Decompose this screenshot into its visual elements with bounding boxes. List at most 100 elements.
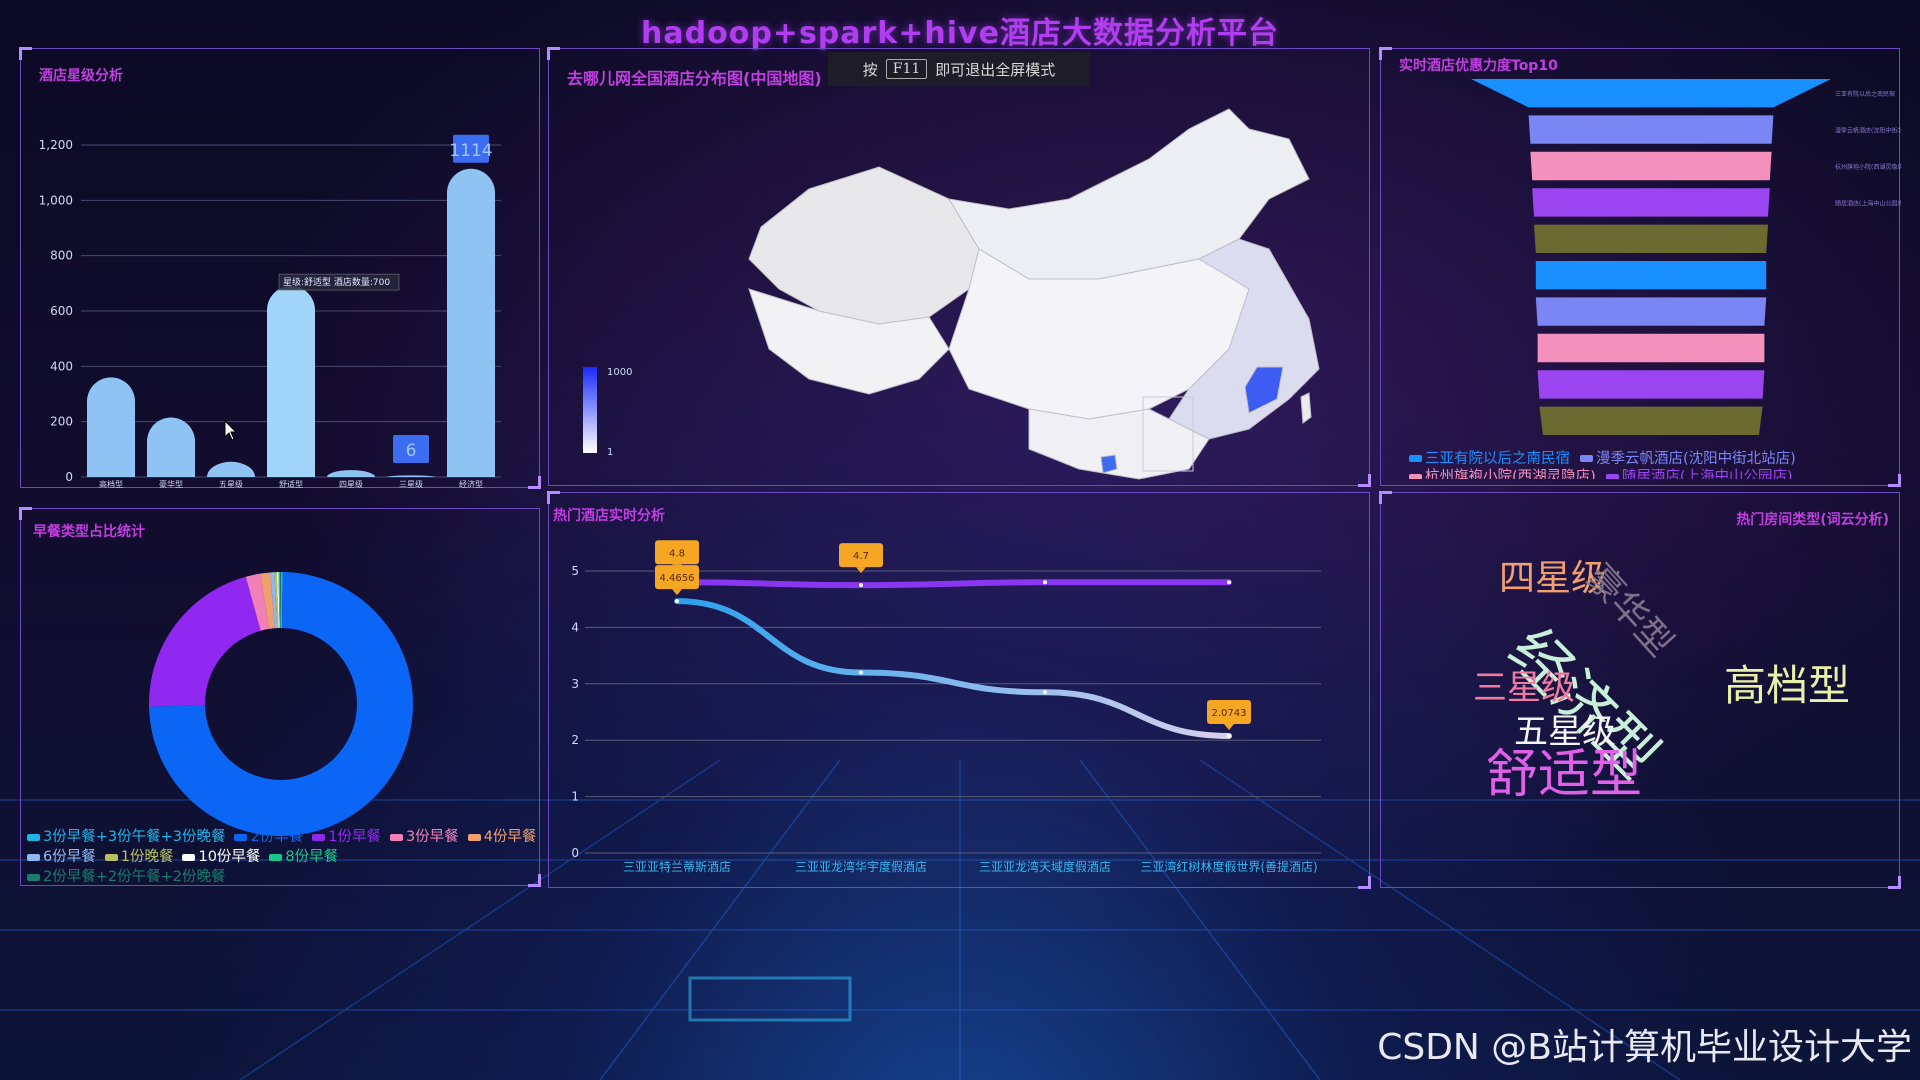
legend-swatch (1580, 455, 1593, 462)
line-series-0[interactable] (674, 579, 1232, 589)
funnel-stage-7[interactable] (1535, 297, 1767, 326)
star-rating-panel: 酒店星级分析 0 200 400 600 800 1,000 1,200 高档型 豪华型 五星级 舒… (19, 47, 541, 489)
discount-panel: 实时酒店优惠力度Top10 三亚有院以后之南民宿漫季云帆酒店(沈阳中街北站店)杭… (1379, 47, 1901, 487)
funnel-stage-6[interactable] (1535, 261, 1767, 290)
map-east-coast-region[interactable] (1168, 238, 1320, 440)
breakfast-legend-item[interactable]: 3份早餐+3份午餐+3份晚餐 (27, 827, 225, 847)
donut-slice-3份早餐+3份午餐+3份晚餐[interactable] (281, 572, 283, 629)
star-bar-chart[interactable]: 0 200 400 600 800 1,000 1,200 高档型 豪华型 五星级 舒适型 四星级 三星… (21, 49, 541, 489)
legend-label: 随居酒店(上海中山公园店) (1621, 469, 1793, 479)
wordcloud-word[interactable]: 三星级 (1473, 668, 1575, 708)
bar-舒适型[interactable] (267, 286, 315, 477)
line-value-label: 4.7 (853, 551, 869, 562)
legend-label: 1份早餐 (328, 829, 381, 845)
donut-slice-2份早餐[interactable] (149, 572, 414, 836)
funnel-stage-8[interactable] (1537, 333, 1765, 363)
map-hainan-region[interactable] (1100, 454, 1118, 474)
map-fujian-region[interactable] (1244, 366, 1284, 414)
bar-value-badge (393, 435, 429, 463)
breakfast-legend-item[interactable]: 1份早餐 (312, 827, 381, 847)
breakfast-donut-chart[interactable] (21, 509, 541, 887)
bar-高档型[interactable] (87, 377, 135, 477)
bar-y-tick-label: 400 (50, 359, 73, 373)
breakfast-legend-item[interactable]: 8份早餐 (269, 847, 338, 867)
line-value-label: 4.8 (669, 548, 685, 559)
legend-label: 3份早餐 (405, 829, 459, 845)
wordcloud-word[interactable]: 五星级 (1514, 712, 1616, 752)
breakfast-legend-item[interactable]: 3份早餐 (389, 827, 459, 847)
breakfast-legend-item[interactable]: 1份晚餐 (104, 847, 173, 867)
breakfast-legend-item[interactable]: 2份早餐+2份午餐+2份晚餐 (27, 867, 225, 887)
funnel-stage-1[interactable] (1471, 79, 1831, 108)
legend-swatch (269, 853, 283, 861)
funnel-legend-item[interactable]: 随居酒店(上海中山公园店) (1605, 468, 1793, 479)
legend-label: 8份早餐 (285, 849, 339, 865)
map-taiwan-region[interactable] (1300, 392, 1312, 424)
breakfast-legend-item[interactable]: 2份早餐 (234, 827, 303, 847)
breakfast-legend: 3份早餐+3份午餐+3份晚餐 2份早餐 1份早餐 3份早餐 4份早餐 6份早餐 1份晚餐 10… (27, 827, 537, 887)
map-south-sea-inset (1142, 396, 1194, 472)
bar-三星级[interactable] (387, 475, 435, 477)
line-point (1227, 734, 1231, 739)
funnel-stage-10[interactable] (1539, 406, 1763, 435)
funnel-stage-label: 三亚有院以后之南民宿 (1835, 90, 1895, 98)
legend-swatch (104, 853, 118, 861)
funnel-legend-item[interactable]: 三亚有院以后之南民宿 (1409, 450, 1570, 468)
legend-swatch (27, 873, 40, 881)
funnel-stage-label: 杭州旗袍小院(西湖灵隐店) (1835, 163, 1901, 171)
funnel-stage-2[interactable] (1528, 115, 1774, 144)
room-types-wordcloud[interactable]: 四星级 豪华型 经济型 高档型 三星级 五星级 舒适型 (1381, 493, 1901, 889)
bar-y-tick-label: 1,200 (39, 138, 73, 152)
funnel-stage-5[interactable] (1534, 224, 1768, 253)
map-west-region[interactable] (748, 166, 980, 325)
wordcloud-word[interactable]: 豪华型 (1577, 556, 1681, 665)
line-series-1[interactable] (674, 598, 1232, 740)
background-grid-floor (0, 760, 1920, 1080)
funnel-stage-9[interactable] (1537, 370, 1765, 399)
donut-slice-8份早餐[interactable] (278, 572, 281, 629)
legend-swatch (27, 853, 40, 861)
donut-slice-2份早餐+2份午餐+2份晚餐[interactable] (280, 572, 281, 629)
breakfast-legend-item[interactable]: 10份早餐 (182, 847, 260, 867)
bar-四星级[interactable] (327, 470, 375, 477)
mouse-cursor-icon (224, 420, 238, 441)
donut-slice-1份晚餐[interactable] (274, 572, 279, 629)
bar-五星级[interactable] (207, 461, 255, 477)
bar-豪华型[interactable] (147, 417, 195, 477)
watermark: CSDN @B站计算机毕业设计大学 (1377, 1027, 1912, 1068)
breakfast-legend-item[interactable]: 4份早餐 (467, 827, 536, 847)
legend-swatch (467, 833, 481, 841)
donut-slice-10份早餐[interactable] (276, 572, 280, 629)
line-point (1043, 580, 1047, 585)
funnel-stage-4[interactable] (1532, 188, 1770, 217)
bar-x-tick-label: 高档型 (99, 479, 123, 489)
discount-funnel-chart[interactable]: 三亚有院以后之南民宿漫季云帆酒店(沈阳中街北站店)杭州旗袍小院(西湖灵隐店)随居… (1381, 49, 1901, 487)
line-label-pointer (856, 567, 866, 574)
funnel-legend-item[interactable]: 漫季云帆酒店(沈阳中街北站店) (1580, 450, 1796, 468)
line-y-tick-label: 3 (571, 677, 579, 691)
hot-hotels-line-chart[interactable]: 0 1 2 3 4 5 三亚亚特兰蒂斯酒店 三亚亚龙湾华宇度假酒店 三亚亚龙湾天域度假酒店 三亚湾… (549, 493, 1371, 889)
donut-slice-3份早餐[interactable] (245, 573, 270, 631)
wordcloud-word[interactable]: 舒适型 (1486, 745, 1643, 805)
wordcloud-word[interactable]: 高档型 (1724, 661, 1851, 710)
donut-slice-6份早餐[interactable] (270, 572, 278, 629)
breakfast-legend-item[interactable]: 6份早餐 (27, 847, 96, 867)
donut-slice-4份早餐[interactable] (260, 572, 275, 629)
line-point (859, 670, 863, 675)
funnel-legend-item[interactable]: 杭州旗袍小院(西湖灵隐店) (1409, 468, 1596, 479)
breakfast-panel: 早餐类型占比统计 3份早餐+3份午餐+3份晚餐 2份早餐 1份早餐 3份早餐 4份早餐 6… (19, 507, 541, 887)
china-map[interactable]: 1000 1 (549, 49, 1371, 487)
map-scale-bar[interactable] (583, 367, 597, 453)
map-tibet-region[interactable] (748, 288, 950, 395)
funnel-stage-label: 随居酒店(上海中山公园店) (1835, 199, 1901, 207)
map-south-region[interactable] (1028, 408, 1210, 480)
line-value-label: 4.4656 (660, 573, 695, 584)
bar-经济型[interactable] (447, 168, 495, 477)
donut-slice-1份早餐[interactable] (149, 576, 261, 707)
bar-y-tick-label: 200 (50, 415, 73, 429)
line-label-pointer (672, 589, 682, 596)
wordcloud-word[interactable]: 四星级 (1499, 558, 1608, 599)
line-label-badge (655, 540, 699, 565)
funnel-stage-3[interactable] (1530, 151, 1772, 181)
legend-label: 2份早餐+2份午餐+2份晚餐 (43, 869, 226, 885)
